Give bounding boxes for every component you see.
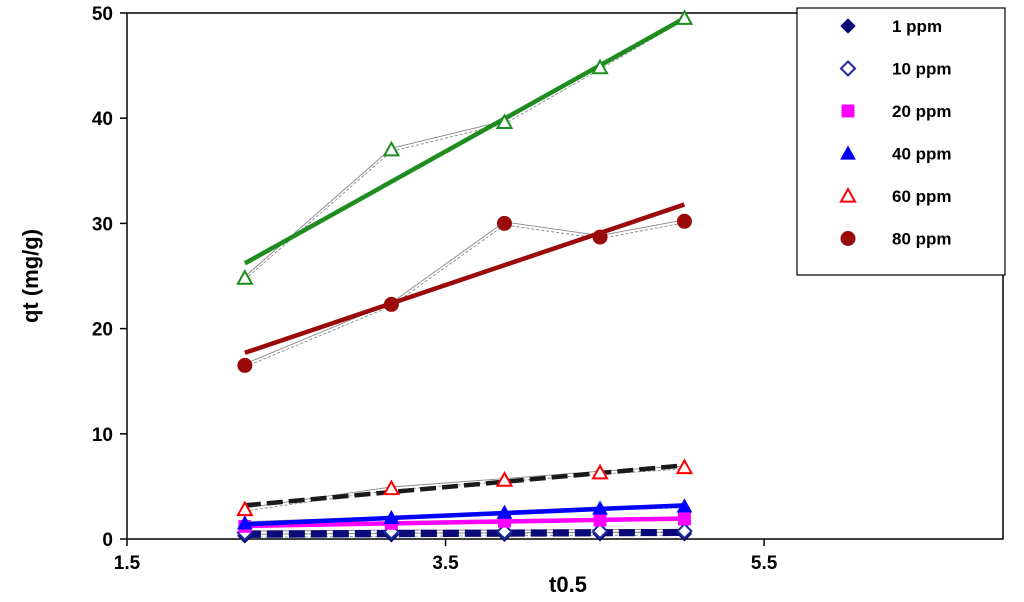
data-point bbox=[496, 215, 512, 231]
legend-label: 40 ppm bbox=[892, 145, 952, 164]
legend-label: 20 ppm bbox=[892, 102, 952, 121]
data-point bbox=[236, 500, 254, 517]
data-point bbox=[675, 458, 694, 475]
x-tick-label: 1.5 bbox=[114, 553, 141, 574]
legend-marker bbox=[840, 231, 856, 246]
y-tick-label: 40 bbox=[92, 109, 113, 130]
data-point bbox=[383, 296, 399, 312]
legend-marker bbox=[839, 186, 857, 203]
data-point bbox=[593, 513, 607, 527]
data-point bbox=[496, 504, 513, 519]
y-tick-label: 50 bbox=[92, 4, 113, 25]
legend-marker bbox=[839, 60, 857, 77]
data-point bbox=[237, 357, 253, 373]
trend-line bbox=[244, 531, 685, 538]
data-point bbox=[591, 522, 609, 540]
legend-label: 10 ppm bbox=[892, 60, 952, 79]
series-unlabeled-6 bbox=[236, 9, 694, 285]
axis-layer: 0 10 20 30 40 50 1.5 3.5 5.5 bbox=[92, 4, 778, 574]
trend-line bbox=[244, 202, 686, 355]
series-40-ppm bbox=[237, 498, 693, 530]
data-point bbox=[495, 113, 514, 130]
legend-label: 80 ppm bbox=[892, 230, 952, 249]
data-point bbox=[592, 229, 608, 245]
data-point bbox=[496, 523, 513, 541]
data-point bbox=[382, 140, 401, 157]
legend-marker bbox=[840, 145, 856, 160]
data-point bbox=[236, 269, 254, 285]
data-point bbox=[678, 512, 691, 526]
data-point bbox=[676, 498, 693, 513]
legend-box bbox=[796, 7, 1006, 276]
data-point bbox=[591, 58, 609, 75]
x-axis-title: t0.5 bbox=[549, 572, 587, 597]
data-point bbox=[592, 500, 608, 515]
data-point bbox=[676, 213, 692, 229]
data-point bbox=[383, 509, 400, 525]
y-tick-label: 0 bbox=[102, 530, 113, 551]
y-tick-label: 10 bbox=[92, 425, 113, 446]
legend-label: 60 ppm bbox=[892, 187, 952, 206]
x-tick-label: 3.5 bbox=[432, 553, 459, 574]
trend-line bbox=[244, 516, 685, 529]
data-point bbox=[382, 479, 401, 496]
trend-line bbox=[244, 528, 685, 535]
series-layer bbox=[236, 9, 694, 544]
y-tick-label: 30 bbox=[92, 214, 113, 235]
data-point bbox=[591, 463, 609, 480]
legend-label: 1 ppm bbox=[892, 17, 942, 36]
trend-line bbox=[244, 503, 685, 527]
x-tick-label: 5.5 bbox=[751, 553, 778, 574]
trend-line bbox=[243, 16, 686, 266]
data-point bbox=[675, 9, 694, 25]
data-point bbox=[676, 522, 693, 540]
series-80-ppm bbox=[237, 202, 692, 373]
legend: 1 ppm 10 ppm 20 ppm 40 ppm 60 ppm 80 ppm bbox=[796, 7, 1006, 276]
legend-marker bbox=[841, 104, 855, 118]
series-60-ppm bbox=[236, 458, 694, 517]
data-point bbox=[495, 471, 514, 487]
trend-line bbox=[244, 463, 685, 508]
y-axis-title: qt (mg/g) bbox=[18, 229, 43, 323]
data-point bbox=[237, 515, 253, 530]
legend-marker bbox=[840, 18, 856, 34]
y-tick-label: 20 bbox=[92, 320, 113, 341]
